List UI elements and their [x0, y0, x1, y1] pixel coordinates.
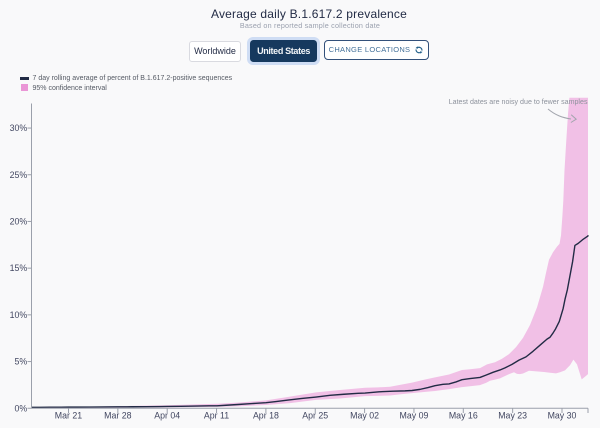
svg-text:20%: 20% — [10, 216, 28, 226]
svg-text:May 23: May 23 — [498, 411, 527, 421]
svg-text:Latest dates are noisy due to: Latest dates are noisy due to fewer samp… — [449, 98, 588, 106]
svg-text:May 30: May 30 — [548, 411, 577, 421]
svg-text:May 16: May 16 — [449, 411, 478, 421]
svg-text:Apr 11: Apr 11 — [204, 411, 229, 421]
svg-text:May 02: May 02 — [350, 411, 379, 421]
svg-text:Apr 04: Apr 04 — [154, 411, 180, 421]
svg-text:Mar 21: Mar 21 — [55, 411, 82, 421]
svg-text:15%: 15% — [10, 263, 28, 273]
svg-text:30%: 30% — [10, 123, 28, 133]
svg-text:May 09: May 09 — [400, 411, 429, 421]
svg-text:0%: 0% — [14, 403, 27, 413]
svg-text:5%: 5% — [14, 357, 27, 367]
svg-text:25%: 25% — [10, 170, 28, 180]
svg-text:10%: 10% — [10, 310, 28, 320]
svg-text:Apr 25: Apr 25 — [302, 411, 328, 421]
svg-text:Apr 18: Apr 18 — [253, 411, 279, 421]
svg-text:Mar 28: Mar 28 — [104, 411, 131, 421]
